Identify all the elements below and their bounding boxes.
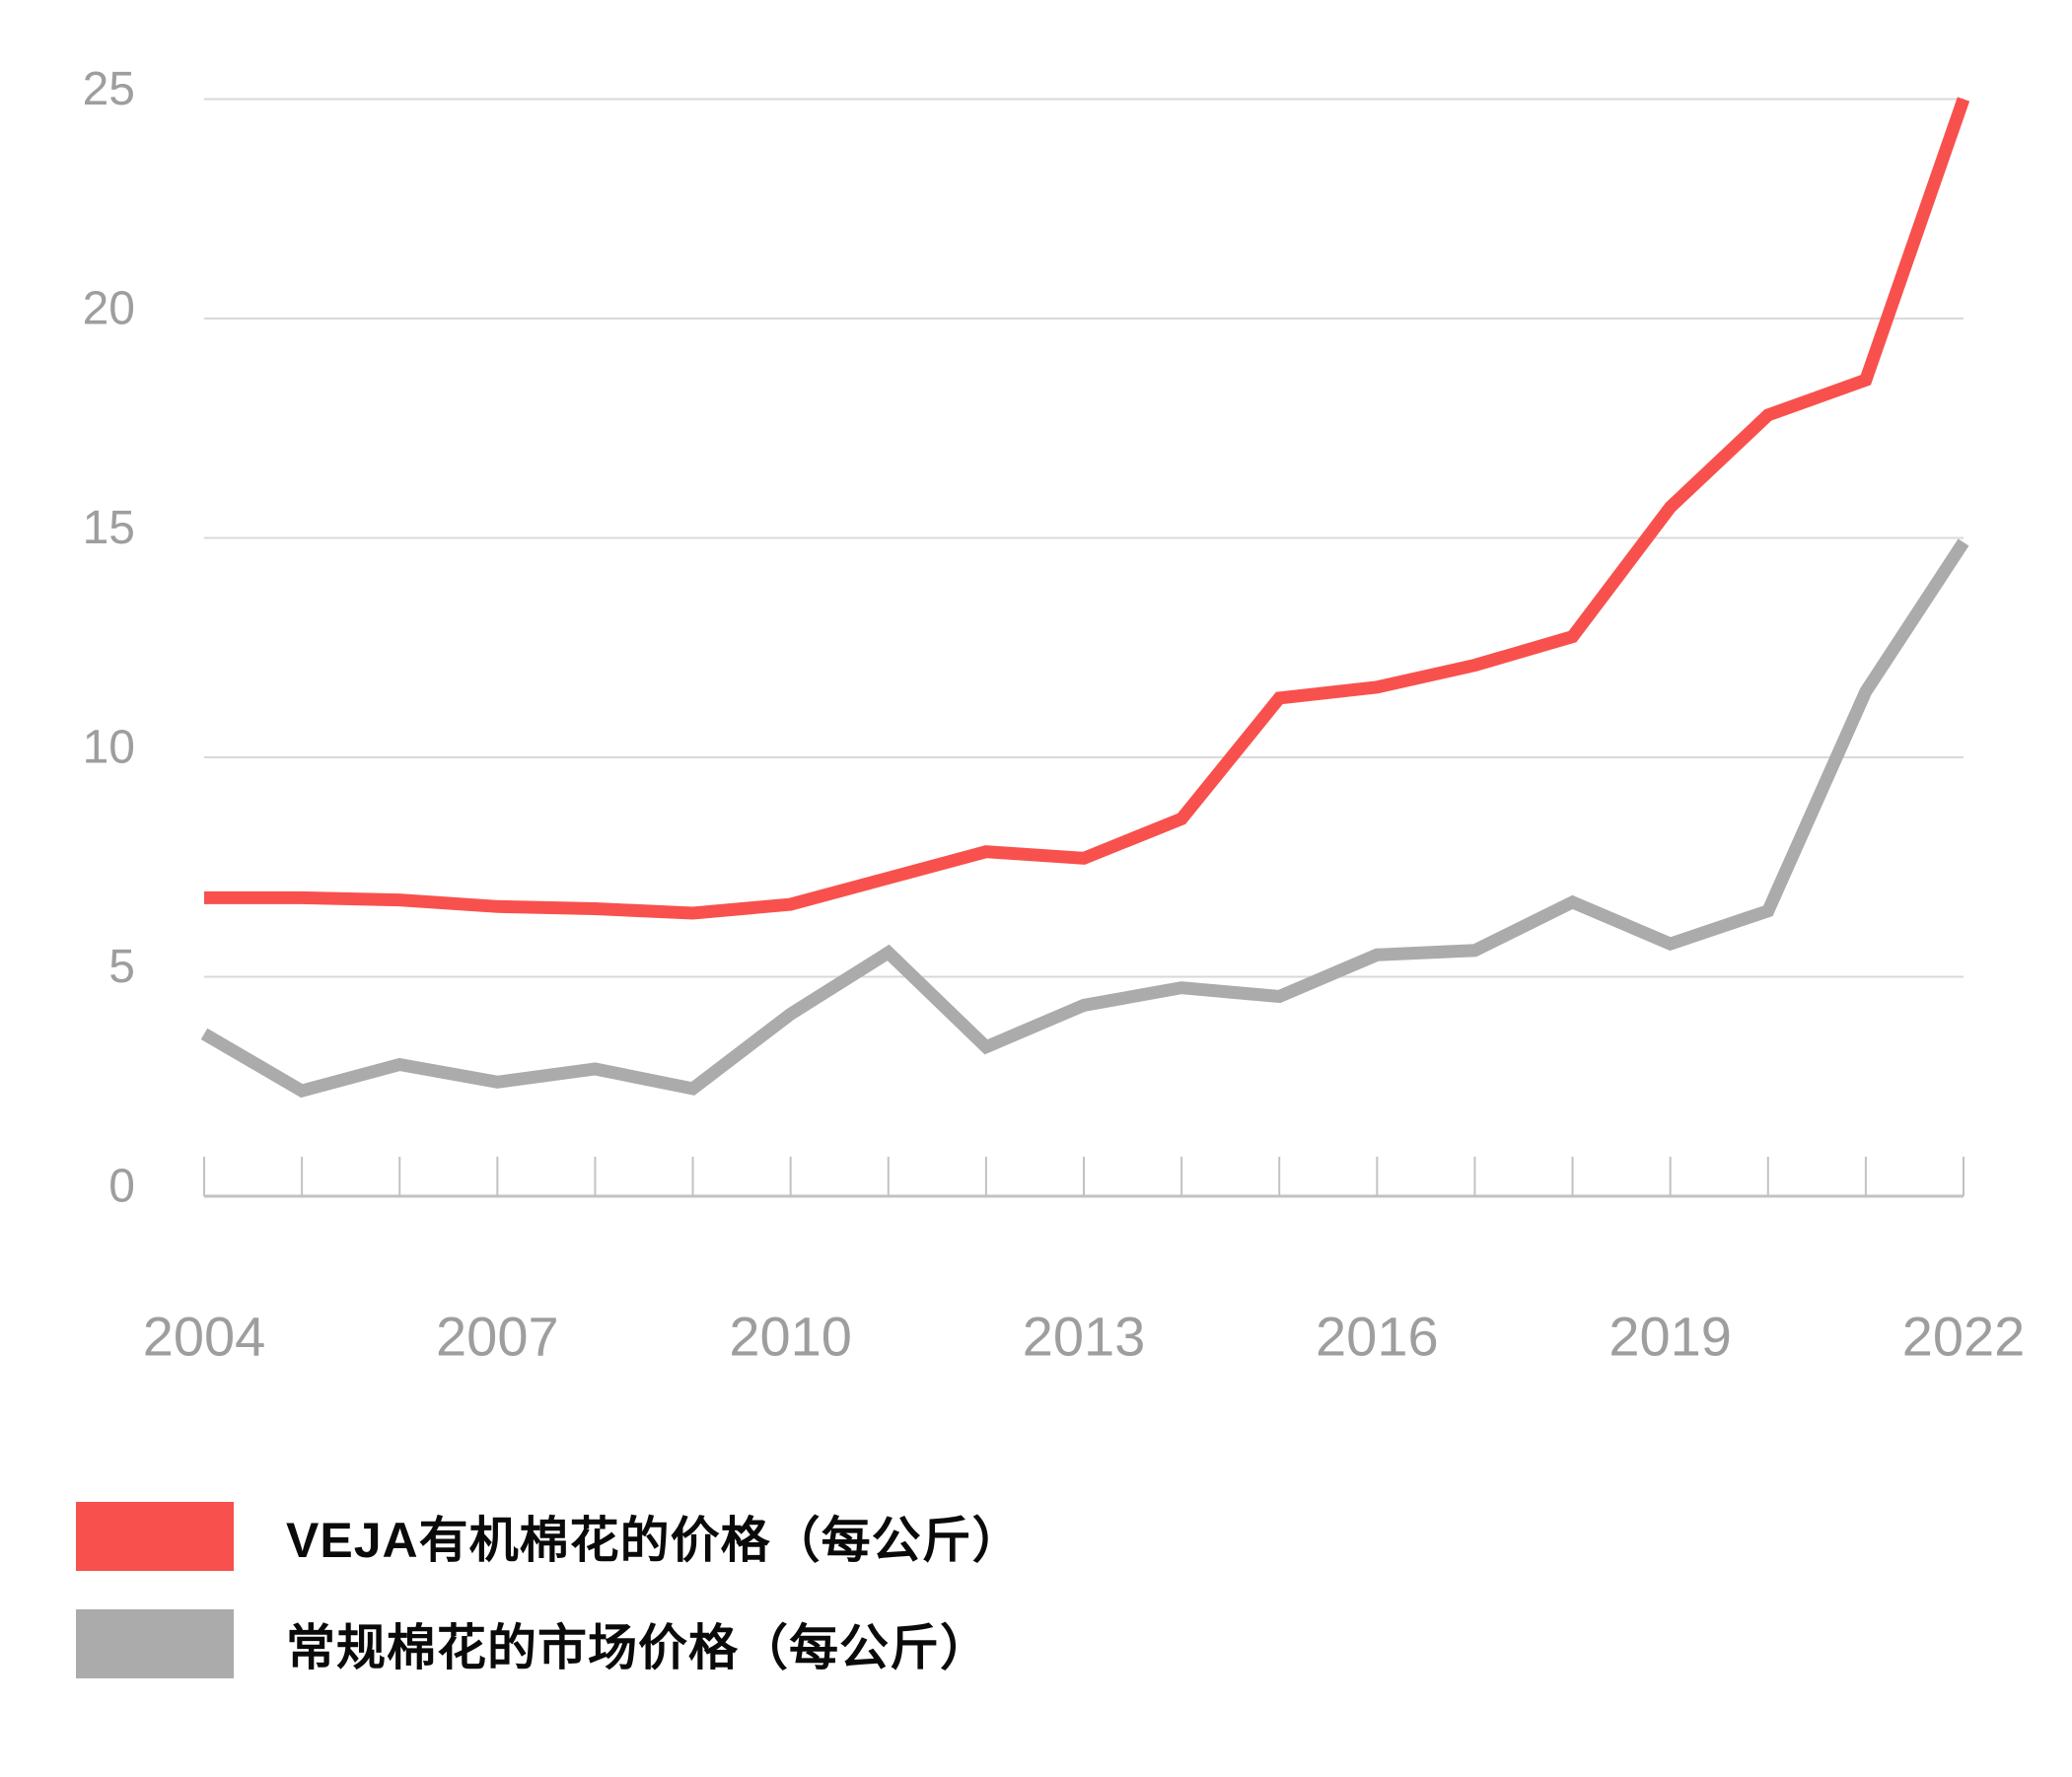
legend-swatch-veja-organic	[76, 1502, 234, 1571]
x-axis	[203, 1157, 1965, 1198]
gridlines	[204, 98, 1964, 978]
legend-label-conventional: 常规棉花的市场价格（每公斤）	[286, 1620, 990, 1675]
x-tick-labels: 2004 2007 2010 2013 2016 2019 2022	[143, 1306, 2026, 1368]
legend: VEJA有机棉花的价格（每公斤） 常规棉花的市场价格（每公斤）	[76, 1502, 1023, 1717]
legend-label-veja-organic: VEJA有机棉花的价格（每公斤）	[286, 1513, 1023, 1568]
series-line-conventional	[200, 538, 1969, 1099]
y-tick-label-10: 10	[83, 722, 135, 774]
x-tick-label-2019: 2019	[1608, 1306, 1732, 1368]
legend-item-conventional: 常规棉花的市场价格（每公斤）	[76, 1609, 1023, 1678]
legend-item-veja-organic: VEJA有机棉花的价格（每公斤）	[76, 1502, 1023, 1571]
y-tick-label-5: 5	[108, 941, 135, 993]
x-tick-label-2007: 2007	[436, 1306, 559, 1368]
y-tick-label-15: 15	[83, 502, 135, 554]
x-tick-label-2022: 2022	[1902, 1306, 2026, 1368]
y-tick-label-25: 25	[83, 63, 135, 115]
y-tick-labels: 0 5 10 15 20 25	[83, 63, 135, 1213]
x-tick-label-2016: 2016	[1316, 1306, 1439, 1368]
x-tick-label-2004: 2004	[143, 1306, 266, 1368]
y-tick-label-0: 0	[108, 1161, 135, 1213]
y-tick-label-20: 20	[83, 283, 135, 335]
series-lines	[200, 97, 1970, 1099]
series-line-veja-organic	[204, 97, 1970, 920]
x-tick-label-2010: 2010	[729, 1306, 852, 1368]
legend-swatch-conventional	[76, 1609, 234, 1678]
x-tick-label-2013: 2013	[1023, 1306, 1146, 1368]
